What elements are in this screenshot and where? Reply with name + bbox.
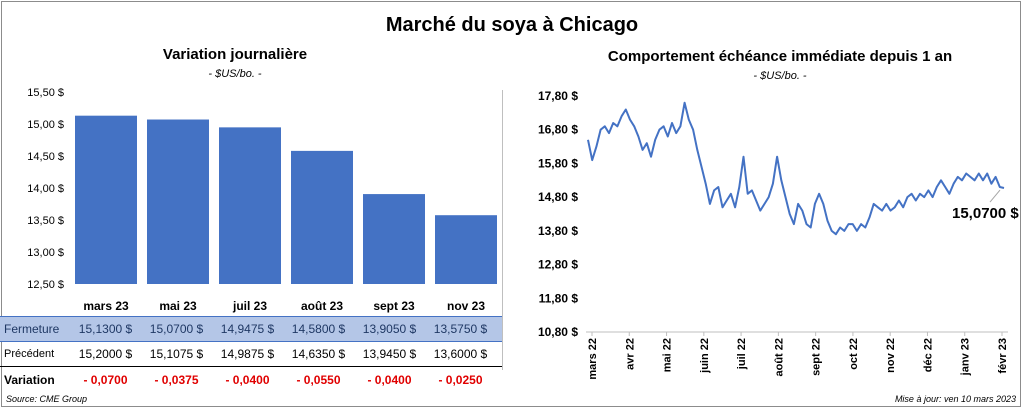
x-tick-label: août 22 — [773, 338, 785, 377]
y-tick-label: 17,80 $ — [538, 89, 578, 103]
y-tick-label: 13,50 $ — [27, 215, 64, 227]
x-tick-label: mai 23 — [159, 299, 197, 313]
x-tick-label: août 23 — [301, 299, 343, 313]
bar-chart-subtitle: - $US/bo. - — [208, 68, 262, 80]
y-tick-label: 15,50 $ — [27, 87, 64, 99]
x-tick-label: juil 23 — [232, 299, 267, 313]
row-label-previous: Précédent — [4, 348, 55, 360]
bar — [435, 215, 497, 284]
row-label-close: Fermeture — [4, 322, 60, 336]
x-tick-label: mars 22 — [587, 338, 599, 380]
close-cell: 13,5750 $ — [433, 322, 488, 336]
variation-cell: - 0,0400 — [367, 373, 412, 387]
previous-cell: 13,9450 $ — [362, 347, 417, 361]
x-tick-label: janv 23 — [960, 338, 972, 376]
close-cell: 14,9475 $ — [220, 322, 275, 336]
bar — [147, 119, 209, 285]
variation-cell: - 0,0375 — [154, 373, 199, 387]
table-row-close: Fermeture 15,1300 $ 15,0700 $ 14,9475 $ … — [0, 316, 502, 342]
y-tick-label: 13,80 $ — [538, 224, 578, 238]
previous-cell: 15,2000 $ — [78, 347, 133, 361]
y-tick-label: 11,80 $ — [539, 291, 579, 305]
line-chart-title: Comportement échéance immédiate depuis 1… — [607, 48, 953, 65]
close-cell: 15,0700 $ — [149, 322, 204, 336]
table-row-variation: Variation - 0,0700 - 0,0375 - 0,0400 - 0… — [0, 368, 502, 392]
y-tick-label: 15,00 $ — [27, 119, 64, 131]
close-cell: 13,9050 $ — [362, 322, 417, 336]
x-tick-label: mars 23 — [83, 299, 129, 313]
previous-cell: 14,6350 $ — [291, 347, 346, 361]
y-tick-label: 10,80 $ — [538, 325, 578, 339]
x-tick-label: juil 22 — [736, 338, 748, 370]
last-value-label: 15,0700 $ — [952, 205, 1019, 222]
bar — [363, 194, 425, 284]
source-note: Source: CME Group — [6, 394, 88, 404]
y-tick-label: 12,80 $ — [538, 258, 578, 272]
x-tick-label: oct 22 — [848, 338, 860, 370]
variation-cell: - 0,0400 — [225, 373, 270, 387]
variation-cell: - 0,0550 — [296, 373, 341, 387]
x-tick-label: mai 22 — [662, 338, 674, 372]
row-label-variation: Variation — [4, 373, 55, 387]
table-row-previous: Précédent 15,2000 $ 15,1075 $ 14,9875 $ … — [0, 342, 502, 367]
bar — [75, 115, 137, 285]
y-tick-label: 12,50 $ — [27, 279, 64, 291]
variation-cell: - 0,0250 — [438, 373, 483, 387]
x-tick-label: juin 22 — [699, 338, 711, 374]
x-tick-label: déc 22 — [922, 338, 934, 372]
y-tick-label: 14,50 $ — [27, 151, 64, 163]
x-tick-label: nov 22 — [885, 338, 897, 373]
previous-cell: 13,6000 $ — [433, 347, 488, 361]
variation-cell: - 0,0700 — [83, 373, 128, 387]
y-tick-label: 14,00 $ — [27, 183, 64, 195]
line-chart-subtitle: - $US/bo. - — [753, 70, 807, 82]
bar — [219, 127, 281, 284]
y-tick-label: 15,80 $ — [538, 156, 578, 170]
x-tick-label: nov 23 — [447, 299, 485, 313]
y-tick-label: 16,80 $ — [538, 123, 578, 137]
series-line — [587, 101, 1005, 236]
x-tick-label: sept 22 — [811, 338, 823, 376]
bar-chart-title: Variation journalière — [162, 46, 308, 63]
y-tick-label: 13,00 $ — [27, 247, 64, 259]
close-cell: 14,5800 $ — [291, 322, 346, 336]
last-value-leader — [989, 189, 1001, 203]
y-tick-label: 14,80 $ — [538, 190, 578, 204]
page-title: Marché du soya à Chicago — [385, 14, 639, 36]
update-note: Mise à jour: ven 10 mars 2023 — [894, 394, 1016, 404]
x-tick-label: avr 22 — [624, 338, 636, 370]
x-tick-label: févr 23 — [997, 338, 1009, 373]
panel-divider — [502, 90, 503, 370]
previous-cell: 14,9875 $ — [220, 347, 275, 361]
x-tick-label: sept 23 — [373, 299, 415, 313]
bar — [291, 150, 353, 284]
close-cell: 15,1300 $ — [78, 322, 133, 336]
previous-cell: 15,1075 $ — [149, 347, 204, 361]
